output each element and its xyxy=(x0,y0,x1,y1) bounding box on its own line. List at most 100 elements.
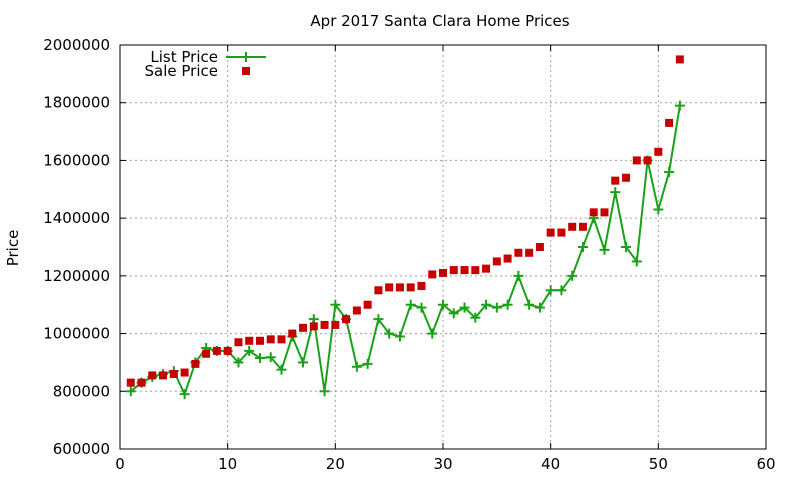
list-price-point xyxy=(394,331,405,342)
sale-price-point xyxy=(482,264,491,273)
x-tick-label: 60 xyxy=(756,455,775,473)
list-price-point xyxy=(567,270,578,281)
list-price-point xyxy=(534,302,545,313)
sale-price-point xyxy=(352,306,361,315)
list-price-point xyxy=(631,256,642,267)
sale-price-point xyxy=(600,208,609,217)
list-price-point xyxy=(351,361,362,372)
sale-price-point xyxy=(126,378,135,387)
list-price-point xyxy=(276,364,287,375)
list-price-point xyxy=(254,353,265,364)
list-price-point xyxy=(674,100,685,111)
y-tick-label: 600000 xyxy=(53,440,110,458)
sale-price-point xyxy=(137,378,146,387)
list-price-point xyxy=(384,328,395,339)
sale-price-point xyxy=(503,254,512,263)
sale-price-point xyxy=(622,173,631,182)
list-price-point xyxy=(524,299,535,310)
list-price-point xyxy=(373,314,384,325)
sale-price-point xyxy=(191,359,200,368)
list-price-point xyxy=(319,386,330,397)
y-tick-label: 2000000 xyxy=(43,36,110,54)
legend-square xyxy=(242,67,250,75)
list-price-point xyxy=(556,285,567,296)
series-sale-price xyxy=(126,55,684,387)
sale-price-point xyxy=(428,270,437,279)
sale-price-point xyxy=(665,118,674,127)
sale-price-point xyxy=(578,222,587,231)
sale-price-point xyxy=(535,243,544,251)
sale-price-point xyxy=(395,283,404,292)
list-price-point xyxy=(664,166,675,177)
sale-price-point xyxy=(159,371,168,380)
list-price-point xyxy=(298,357,309,368)
list-price-point xyxy=(459,302,470,313)
list-price-point xyxy=(244,345,255,356)
list-price-point xyxy=(405,299,416,310)
sale-price-point xyxy=(288,329,297,338)
list-price-point xyxy=(577,242,588,252)
list-price-point xyxy=(125,386,136,397)
list-price-point xyxy=(427,328,438,339)
list-price-point xyxy=(491,302,502,313)
sale-price-point xyxy=(385,283,394,292)
sale-price-point xyxy=(309,322,318,331)
sale-price-point xyxy=(546,228,555,237)
axes xyxy=(119,44,767,450)
sale-price-point xyxy=(255,336,264,345)
chart-title: Apr 2017 Santa Clara Home Prices xyxy=(310,12,569,30)
list-price-point xyxy=(481,299,492,310)
y-tick-label: 1200000 xyxy=(43,267,110,285)
list-price-point xyxy=(653,204,664,215)
list-price-point xyxy=(330,299,341,310)
sale-price-point xyxy=(374,286,383,295)
y-axis-label: Price xyxy=(4,230,22,267)
x-tick-labels: 0 10 20 30 40 50 60 xyxy=(115,455,775,473)
list-price-point xyxy=(502,299,513,310)
list-price-point xyxy=(438,299,448,310)
sale-price-point xyxy=(331,320,340,329)
list-price-point xyxy=(621,242,632,252)
list-price-point xyxy=(233,357,244,368)
sale-price-point xyxy=(460,266,469,275)
sale-price-point xyxy=(299,323,308,332)
sale-price-point xyxy=(277,335,286,344)
y-tick-label: 1600000 xyxy=(43,151,110,169)
y-tick-label: 1400000 xyxy=(43,209,110,227)
y-tick-label: 1000000 xyxy=(43,325,110,343)
x-tick-label: 20 xyxy=(326,455,345,473)
sale-price-point xyxy=(202,349,211,358)
sale-price-point xyxy=(449,266,458,275)
sale-price-point xyxy=(654,147,663,156)
y-tick-label: 1800000 xyxy=(43,94,110,112)
sale-price-point xyxy=(320,320,329,329)
sale-price-point xyxy=(148,371,157,380)
list-price-point xyxy=(265,352,276,363)
sale-price-point xyxy=(245,336,254,345)
sale-price-point xyxy=(417,281,426,290)
sale-price-point xyxy=(632,156,641,165)
sale-price-point xyxy=(643,156,652,165)
sale-price-point xyxy=(266,335,275,344)
x-tick-label: 40 xyxy=(541,455,560,473)
list-price-point xyxy=(448,308,459,319)
sale-price-point xyxy=(406,283,415,292)
list-price-point xyxy=(362,358,373,369)
legend-label-sale-price: Sale Price xyxy=(145,62,218,80)
sale-price-point xyxy=(169,369,178,378)
sale-price-point xyxy=(439,268,447,277)
sale-price-point xyxy=(492,257,501,266)
legend-sample-sale-price xyxy=(242,67,250,75)
x-tick-label: 0 xyxy=(115,455,125,473)
sale-price-point xyxy=(180,368,189,377)
legend[interactable]: List Price Sale Price xyxy=(145,48,266,80)
sale-price-point xyxy=(675,55,684,64)
sale-price-point xyxy=(514,248,523,257)
x-tick-label: 50 xyxy=(649,455,668,473)
x-tick-label: 10 xyxy=(218,455,237,473)
x-tick-label: 30 xyxy=(433,455,452,473)
sale-price-point xyxy=(471,266,480,275)
sale-price-point xyxy=(363,300,372,309)
